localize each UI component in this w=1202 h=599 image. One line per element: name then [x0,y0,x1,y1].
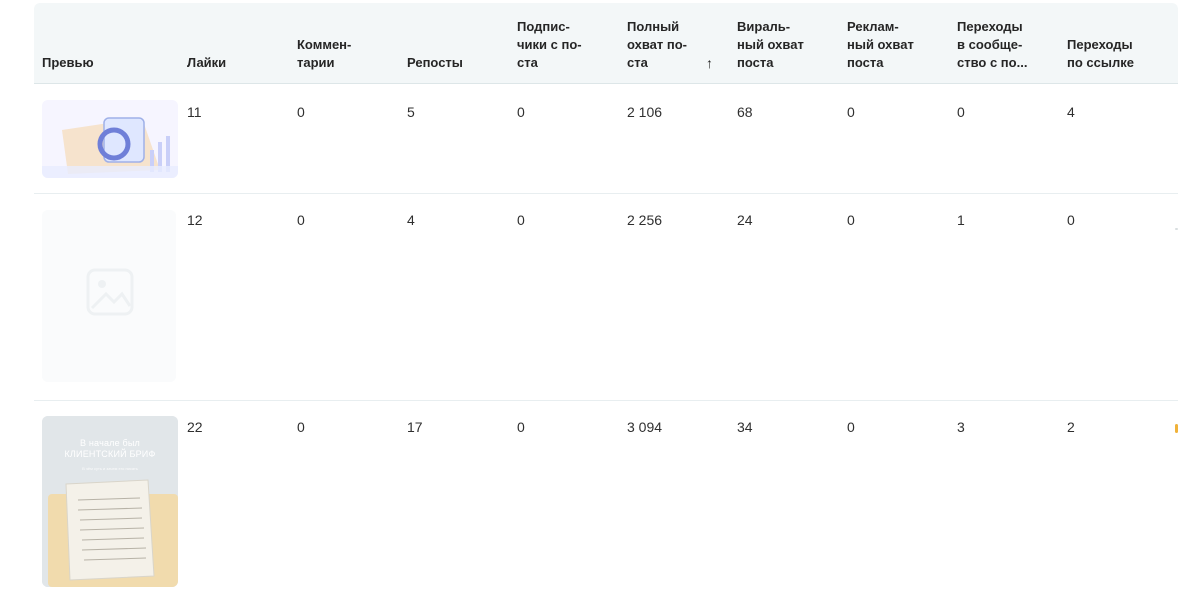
image-placeholder-icon[interactable] [42,210,176,382]
table-row[interactable]: 12 0 4 0 2 256 24 0 1 0 [34,194,1178,401]
column-header-community-clicks[interactable]: Переходы в сообще- ство с по... [957,19,1028,70]
comments-value: 0 [297,212,305,228]
ad-reach-value: 0 [847,212,855,228]
table-row[interactable]: 11 0 5 0 2 106 68 0 0 4 [34,84,1178,194]
ad-reach-value: 0 [847,104,855,120]
likes-value: 22 [187,419,203,435]
column-header-viral-reach[interactable]: Ви­раль- ный охват поста [737,19,804,70]
full-reach-value: 2 256 [627,212,663,228]
full-reach-value: 3 094 [627,419,663,435]
likes-value: 11 [187,104,202,120]
subscribers-value: 0 [517,212,525,228]
preview-title: В начале был КЛИЕНТСКИЙ БРИФ [64,438,156,459]
community-clicks-value: 3 [957,419,965,435]
reposts-value: 5 [407,104,415,120]
ad-reach-value: 0 [847,419,855,435]
link-clicks-value: 0 [1067,212,1075,228]
viral-reach-value: 24 [737,212,753,228]
column-header-link-clicks[interactable]: Переходы по ссылке [1067,37,1134,70]
column-header-subscribers[interactable]: Подпис- чики с по- ста [517,19,582,70]
comments-value: 0 [297,419,305,435]
table-row[interactable]: В начале был КЛИЕНТСКИЙ БРИФ В чём суть … [34,401,1178,599]
link-clicks-value: 2 [1067,419,1075,435]
post-preview-image-icon[interactable] [42,100,178,178]
viral-reach-value: 34 [737,419,753,435]
column-header-comments[interactable]: Коммен- тарии [297,37,352,70]
link-clicks-value: 4 [1067,104,1075,120]
reposts-value: 17 [407,419,423,435]
column-header-preview[interactable]: Превью [42,55,94,70]
column-header-full-reach[interactable]: Полный охват по- ста [627,19,687,70]
reposts-value: 4 [407,212,415,228]
clipped-column-edge [1175,228,1178,230]
column-header-ad-reach[interactable]: Реклам- ный охват поста [847,19,914,70]
arrow-up-icon[interactable]: ↑ [706,55,713,71]
likes-value: 12 [187,212,203,228]
preview-subtitle: В чём суть и зачем его писать [82,466,138,471]
post-stats-table: Превью Лайки Коммен- тарии Репосты Подпи… [34,3,1178,599]
viral-reach-value: 68 [737,104,753,120]
comments-value: 0 [297,104,305,120]
subscribers-value: 0 [517,419,525,435]
clipped-column-edge [1175,424,1178,433]
community-clicks-value: 1 [957,212,965,228]
subscribers-value: 0 [517,104,525,120]
post-preview-image-icon[interactable]: В начале был КЛИЕНТСКИЙ БРИФ В чём суть … [42,416,178,587]
column-header-reposts[interactable]: Репосты [407,55,463,70]
full-reach-value: 2 106 [627,104,663,120]
community-clicks-value: 0 [957,104,965,120]
table-header: Превью Лайки Коммен- тарии Репосты Подпи… [34,3,1178,84]
column-header-likes[interactable]: Лайки [187,55,227,70]
